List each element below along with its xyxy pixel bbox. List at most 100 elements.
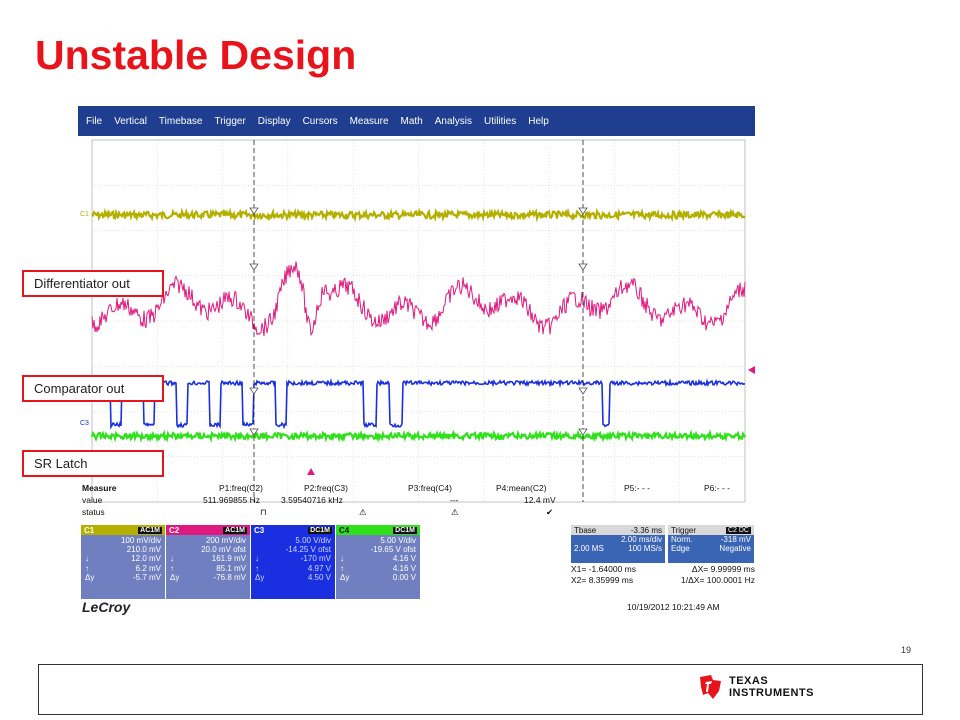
p4-value: 12.4 mV (524, 495, 556, 505)
p2-header[interactable]: P2:freq(C3) (304, 483, 348, 493)
trigger-type: Edge (671, 544, 690, 553)
c1-trace-label: C1 (80, 211, 89, 218)
menu-utilities[interactable]: Utilities (483, 115, 517, 127)
ti-state-icon (700, 675, 721, 699)
channel-c3-line: -14.25 V ofst (285, 545, 331, 555)
c4-coupling: DC1M (393, 526, 417, 534)
callout-latch: SR Latch (22, 450, 164, 477)
p3-status-icon: ⚠ (451, 507, 459, 517)
cursor-arrow-icon (249, 207, 259, 215)
menu-analysis[interactable]: Analysis (434, 115, 472, 127)
value-label: value (82, 495, 103, 505)
p1-header[interactable]: P1:freq(C2) (219, 483, 263, 493)
p4-header[interactable]: P4:mean(C2) (496, 483, 547, 493)
page-number: 19 (901, 645, 912, 655)
c1-name: C1 (84, 525, 95, 535)
trigger-position-icon (307, 468, 315, 475)
channel-c1-line: Δy -5.7 mV (85, 572, 161, 582)
channel-c2-line: ↓ 161.9 mV (170, 554, 246, 564)
ti-logo: TEXAS INSTRUMENTS (697, 673, 814, 701)
channel-c1-line: ↓ 12.0 mV (85, 554, 161, 564)
trigger-box[interactable]: Trigger C2 DC Norm. -318 mV Edge Negative (668, 525, 754, 563)
p6-header[interactable]: P6:- - - (704, 483, 730, 493)
timebase-label: Tbase (574, 525, 597, 535)
c4-name: C4 (339, 525, 350, 535)
cursor-x1: X1= -1.64000 ms (571, 564, 636, 574)
trigger-mode: Norm. (671, 535, 693, 544)
channel-c3-box[interactable]: C3 DC1M 5.00 V/div -14.25 V ofst ↓ -170 mV ↑ 4… (251, 525, 335, 599)
p3-value: --- (450, 495, 459, 505)
timebase-box[interactable]: Tbase -3.36 ms 2.00 ms/div 2.00 MS 100 MS/… (571, 525, 665, 563)
cursor-x2: X2= 8.35999 ms (571, 575, 634, 585)
oscilloscope-screenshot: File Vertical Timebase Trigger Display C… (78, 106, 755, 615)
c2-name: C2 (169, 525, 180, 535)
trigger-level: -318 mV (720, 535, 751, 544)
menu-file[interactable]: File (86, 115, 103, 127)
cursor-dx: ΔX= 9.99999 ms (691, 564, 755, 574)
channel-c4-line: ↓ 4.16 V (340, 554, 416, 564)
callout-differentiator: Differentiator out (22, 270, 164, 297)
callout-comparator: Comparator out (22, 375, 164, 402)
channel-c1-line: ↑ 6.2 mV (85, 563, 161, 573)
channel-c2-line: 200 mV/div (205, 536, 246, 545)
channel-c1-box[interactable]: C1 AC1M 100 mV/div 210.0 mV ↓ 12.0 mV ↑ 6.2 mV… (81, 525, 165, 599)
timebase-offset: -3.36 ms (630, 525, 662, 535)
measure-header-label: Measure (82, 483, 117, 493)
channel-c4-line: ↑ 4.16 V (340, 563, 416, 573)
c1-coupling: AC1M (138, 526, 162, 534)
menu-vertical[interactable]: Vertical (114, 115, 147, 127)
cursor-arrow-icon (578, 387, 588, 395)
menu-help[interactable]: Help (528, 115, 549, 127)
p2-status-icon: ⚠ (359, 507, 367, 517)
channel-c4-box[interactable]: C4 DC1M 5.00 V/div -19.65 V ofst ↓ 4.16 V ↑ 4.… (336, 525, 420, 599)
cursor-inv: 1/ΔX= 100.0001 Hz (681, 575, 755, 585)
timebase-samples: 2.00 MS (574, 544, 604, 553)
c3-trace (91, 377, 745, 430)
channel-c3-line: ↓ -170 mV (255, 554, 331, 564)
p1-value: 511.969855 Hz (203, 495, 261, 505)
menu-measure[interactable]: Measure (349, 115, 389, 127)
c1-trace (91, 207, 746, 223)
menu-trigger[interactable]: Trigger (214, 115, 246, 127)
c2-coupling: AC1M (223, 526, 247, 534)
trigger-source: C2 DC (725, 526, 751, 534)
status-label: status (82, 507, 105, 517)
p4-status-check-icon: ✔ (546, 507, 554, 517)
cursor-markers (249, 140, 588, 502)
menu-cursors[interactable]: Cursors (302, 115, 338, 127)
timestamp: 10/19/2012 10:21:49 AM (627, 602, 720, 612)
timebase-rate: 100 MS/s (628, 544, 662, 553)
scope-grid (91, 139, 746, 503)
c3-name: C3 (254, 525, 265, 535)
p1-status-icon: ⊓ (260, 507, 267, 517)
channel-c3-line: 5.00 V/div (295, 536, 331, 545)
menu-timebase[interactable]: Timebase (158, 115, 203, 127)
cursor-readout: X1= -1.64000 ms ΔX= 9.99999 ms X2= 8.3599… (571, 564, 755, 586)
trigger-label: Trigger (671, 525, 697, 535)
menu-math[interactable]: Math (400, 115, 423, 127)
cursor-arrow-icon (249, 387, 259, 395)
channel-c4-line: 5.00 V/div (380, 536, 416, 545)
trigger-slope: Negative (719, 544, 751, 553)
p3-header[interactable]: P3:freq(C4) (408, 483, 452, 493)
channel-c4-line: Δy 0.00 V (340, 572, 416, 582)
cursor-arrow-icon (249, 263, 259, 271)
cursor-arrow-icon (249, 428, 259, 436)
slide-title: Unstable Design (35, 32, 357, 78)
trigger-level-icon (748, 366, 755, 374)
channel-c1-line: 100 mV/div (120, 536, 161, 545)
cursor-arrow-icon (578, 207, 588, 215)
scope-display: C1 C3 (80, 139, 755, 503)
p5-header[interactable]: P5:- - - (624, 483, 650, 493)
scope-menubar: File Vertical Timebase Trigger Display C… (78, 106, 755, 136)
lecroy-logo: LeCroy (82, 599, 131, 615)
ti-text-line2: INSTRUMENTS (729, 687, 814, 699)
channel-c2-line: Δy -76.8 mV (170, 572, 246, 582)
channel-c2-line: 20.0 mV ofst (201, 545, 246, 555)
timebase-div: 2.00 ms/div (621, 535, 662, 544)
c2-trace (91, 261, 746, 337)
footer-box (38, 664, 923, 715)
channel-c1-line: 210.0 mV (126, 545, 161, 555)
menu-display[interactable]: Display (257, 115, 291, 127)
channel-c2-box[interactable]: C2 AC1M 200 mV/div 20.0 mV ofst ↓ 161.9 mV ↑ 8… (166, 525, 250, 599)
